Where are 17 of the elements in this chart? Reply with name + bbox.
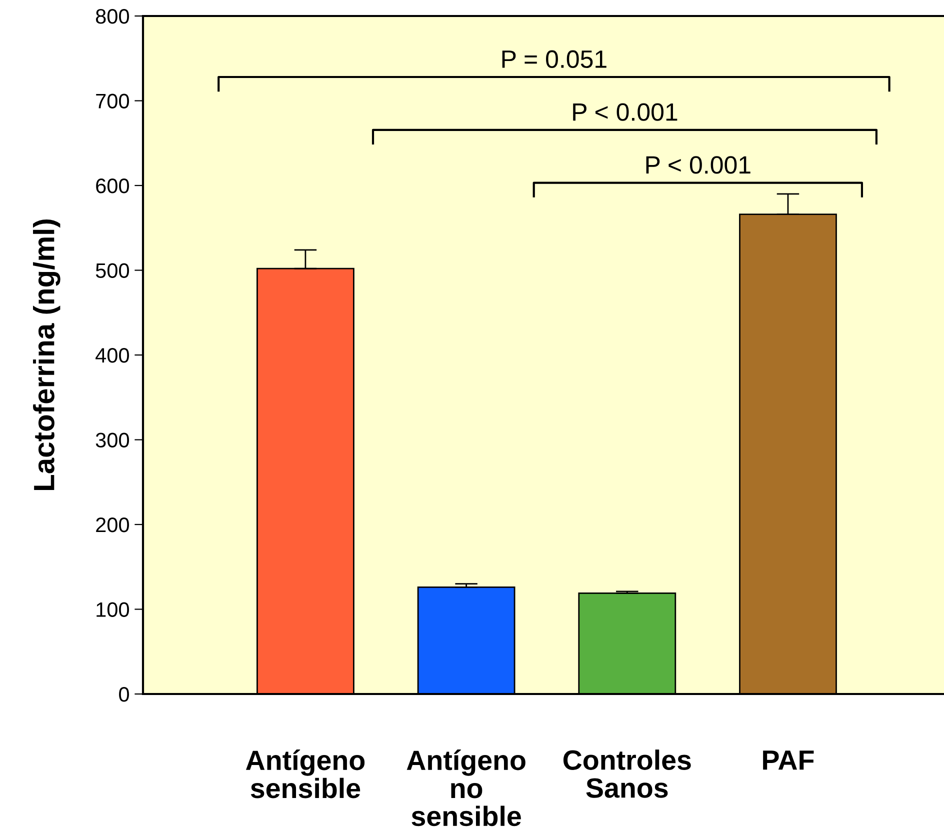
y-axis-title: Lactoferrina (ng/ml) <box>33 220 60 490</box>
y-tick-label: 300 <box>96 432 129 448</box>
y-tick-label: 700 <box>96 94 129 109</box>
y-tick-label: 100 <box>96 602 129 618</box>
y-tick-label: 800 <box>96 9 129 24</box>
annotation: P = 0.051 <box>502 50 606 68</box>
y-tick-label: 600 <box>96 178 129 194</box>
x-tick-label: PAF <box>763 750 814 770</box>
annotation: P < 0.001 <box>573 103 678 121</box>
y-tick-label: 500 <box>96 263 129 278</box>
annotation: P < 0.001 <box>646 156 750 174</box>
x-tick-label: Antígeno no sensible <box>406 750 526 826</box>
y-tick-label: 0 <box>119 687 129 702</box>
y-tick-label: 400 <box>96 348 129 363</box>
y-tick-label: 200 <box>96 518 129 532</box>
x-tick-label: Controles Sanos <box>563 750 691 798</box>
x-tick-label: Antígeno sensible <box>246 750 365 798</box>
